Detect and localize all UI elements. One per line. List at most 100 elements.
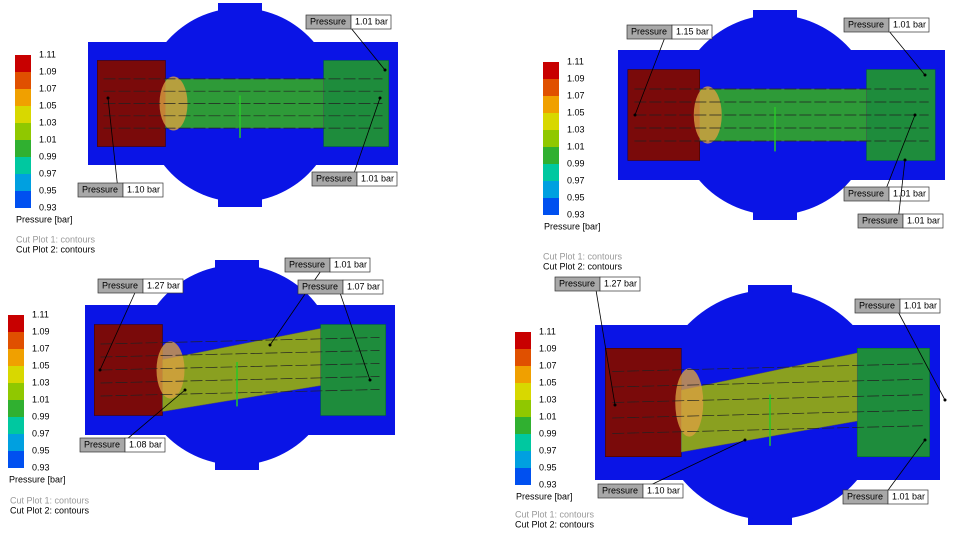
legend-swatch: [543, 181, 559, 198]
probe-value: 1.15 bar: [676, 26, 709, 36]
flow-arrow: [612, 425, 923, 434]
probe-value: 1.10 bar: [127, 184, 160, 194]
legend-tick-label: 0.99: [32, 411, 50, 421]
probe-value: 1.01 bar: [892, 491, 925, 501]
legend-swatch: [15, 157, 31, 174]
legend-tick-label: 1.05: [39, 100, 57, 110]
cut-plot-label: Cut Plot 1: contours: [515, 509, 595, 519]
legend-tick-label: 0.99: [39, 151, 57, 161]
legend-tick-label: 1.11: [39, 49, 56, 59]
flow-arrow: [100, 389, 380, 397]
cut-plot-label: Cut Plot 2: contours: [543, 261, 623, 271]
legend-tick-label: 1.01: [32, 394, 50, 404]
probe-point: [106, 96, 110, 100]
legend-tick-label: 1.11: [567, 56, 584, 66]
probe-leader: [337, 286, 371, 381]
legend-tick-label: 1.07: [539, 360, 557, 370]
pressure-gradient: [693, 86, 722, 144]
probe-value-box: [642, 483, 684, 499]
legend-swatch: [15, 191, 31, 208]
legend-swatch: [15, 140, 31, 157]
probe-leader: [594, 283, 616, 406]
legend-swatch: [15, 123, 31, 140]
probe-label: Pressure: [602, 485, 638, 495]
probe-point: [923, 438, 927, 442]
probe-leader: [345, 21, 386, 71]
probe-value: 1.27 bar: [604, 278, 637, 288]
legend-swatch: [515, 366, 531, 383]
legend-tick-label: 0.93: [32, 462, 50, 472]
probe-label: Pressure: [848, 19, 884, 29]
cut-plot-label: Cut Plot 2: contours: [10, 505, 90, 515]
legend-swatch: [8, 349, 24, 366]
legend-tick-label: 1.09: [567, 73, 585, 83]
probe-point: [923, 73, 927, 77]
legend-swatch: [515, 451, 531, 468]
legend-swatch: [15, 106, 31, 123]
probe-value-box: [671, 24, 713, 40]
probe-point: [913, 113, 917, 117]
probe-value: 1.01 bar: [893, 188, 926, 198]
probe-leader: [119, 389, 186, 446]
legend-tick-label: 1.09: [39, 66, 57, 76]
legend-swatch: [515, 468, 531, 485]
legend-title: Pressure [bar]: [544, 221, 601, 231]
probe-value: 1.10 bar: [647, 485, 680, 495]
flow-arrow: [612, 378, 923, 388]
legend-swatch: [543, 147, 559, 164]
legend-tick-label: 1.09: [32, 326, 50, 336]
probe-point: [368, 378, 372, 382]
legend-swatch: [8, 332, 24, 349]
probe-point: [743, 438, 747, 442]
probe-leader: [894, 305, 946, 401]
legend-swatch: [8, 315, 24, 332]
legend-title: Pressure [bar]: [9, 474, 66, 484]
legend-swatch: [543, 79, 559, 96]
legend-tick-label: 1.01: [539, 411, 557, 421]
legend-swatch: [15, 72, 31, 89]
legend-swatch: [8, 434, 24, 451]
probe-label: Pressure: [302, 281, 338, 291]
pressure-gradient: [156, 341, 185, 399]
probe-leader: [351, 97, 381, 180]
probe-point: [383, 68, 387, 72]
legend-tick-label: 1.07: [32, 343, 50, 353]
probe-point: [613, 403, 617, 407]
legend-swatch: [543, 113, 559, 130]
legend-tick-label: 0.95: [32, 445, 50, 455]
legend-tick-label: 0.93: [539, 479, 557, 489]
legend-tick-label: 0.95: [539, 462, 557, 472]
simulation-panel: 1.11 1.09 1.07 1.05 1.03 1.01 0.99 0.97 0.95 0.93…: [15, 3, 398, 254]
probe-leader: [99, 285, 139, 371]
flow-arrow: [612, 409, 923, 419]
cut-plot-label: Cut Plot 1: contours: [10, 495, 90, 505]
probe-value-box: [350, 14, 392, 30]
flow-arrow: [100, 363, 380, 371]
probe-value: 1.08 bar: [129, 439, 162, 449]
probe-leader: [269, 264, 326, 346]
probe-value-box: [902, 213, 944, 229]
legend-tick-label: 1.03: [39, 117, 57, 127]
probe-label: Pressure: [862, 215, 898, 225]
probe-value-box: [124, 437, 166, 453]
simulation-panel: 1.11 1.09 1.07 1.05 1.03 1.01 0.99 0.97 0.95 0.93…: [515, 276, 947, 529]
cut-plot-label: Cut Plot 1: contours: [543, 251, 623, 261]
probe-label: Pressure: [310, 16, 346, 26]
probe-label: Pressure: [84, 439, 120, 449]
legend-tick-label: 0.97: [39, 168, 57, 178]
legend-swatch: [515, 434, 531, 451]
simulation-panel: 1.11 1.09 1.07 1.05 1.03 1.01 0.99 0.97 0.95 0.93…: [543, 10, 945, 271]
legend-tick-label: 1.01: [567, 141, 585, 151]
outlet-region: [320, 324, 386, 416]
probe-value-box: [599, 276, 641, 292]
probe-leader: [634, 31, 668, 116]
probe-leader: [107, 97, 119, 191]
probe-point: [943, 398, 947, 402]
probe-leader: [637, 439, 746, 492]
flow-arrow: [100, 337, 380, 345]
legend-swatch: [543, 62, 559, 79]
legend-swatch: [8, 451, 24, 468]
legend-tick-label: 0.93: [39, 202, 57, 212]
legend-tick-label: 1.11: [32, 309, 49, 319]
